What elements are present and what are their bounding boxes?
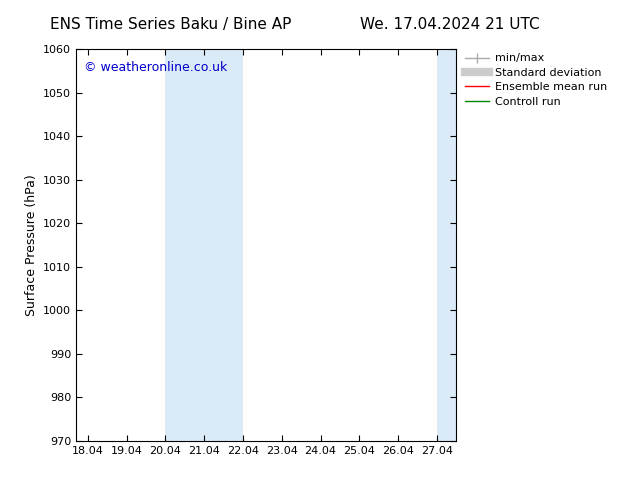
Text: © weatheronline.co.uk: © weatheronline.co.uk [84, 61, 227, 74]
Text: We. 17.04.2024 21 UTC: We. 17.04.2024 21 UTC [360, 17, 540, 32]
Bar [437, 49, 456, 441]
Text: ENS Time Series Baku / Bine AP: ENS Time Series Baku / Bine AP [51, 17, 292, 32]
Y-axis label: Surface Pressure (hPa): Surface Pressure (hPa) [25, 174, 37, 316]
Legend: min/max, Standard deviation, Ensemble mean run, Controll run: min/max, Standard deviation, Ensemble me… [460, 49, 611, 111]
Bar [165, 49, 243, 441]
